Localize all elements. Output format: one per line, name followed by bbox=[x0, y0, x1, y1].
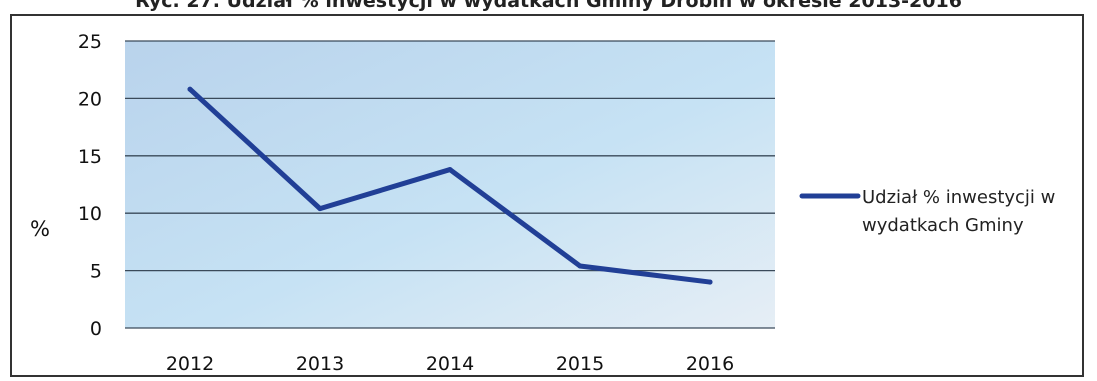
chart-title-text: Ryc. 27. Udział % inwestycji w wydatkach… bbox=[135, 0, 962, 12]
x-tick-label: 2013 bbox=[296, 353, 344, 375]
chart-title: Ryc. 27. Udział % inwestycji w wydatkach… bbox=[0, 0, 1097, 14]
plot-area bbox=[125, 41, 775, 328]
legend-label: wydatkach Gminy bbox=[862, 215, 1024, 236]
data-point bbox=[577, 263, 583, 269]
x-tick-labels: 2012 2013 2014 2015 2016 bbox=[166, 353, 734, 375]
legend-label: Udział % inwestycji w bbox=[862, 187, 1055, 208]
x-tick-label: 2014 bbox=[426, 353, 474, 375]
x-tick-label: 2015 bbox=[556, 353, 604, 375]
x-tick-label: 2016 bbox=[686, 353, 734, 375]
y-tick-label: 0 bbox=[90, 318, 102, 340]
data-point bbox=[187, 86, 193, 92]
y-tick-label: 20 bbox=[78, 88, 102, 110]
x-tick-label: 2012 bbox=[166, 353, 214, 375]
y-tick-label: 10 bbox=[78, 203, 102, 225]
legend: Udział % inwestycji w wydatkach Gminy bbox=[799, 187, 1055, 236]
data-point bbox=[447, 167, 453, 173]
y-tick-labels: 0 5 10 15 20 25 bbox=[78, 31, 102, 340]
data-point bbox=[317, 206, 323, 212]
data-point bbox=[707, 279, 713, 285]
series-group bbox=[187, 86, 713, 285]
grid-lines bbox=[125, 40, 775, 329]
y-tick-label: 15 bbox=[78, 146, 102, 168]
y-axis-label: % bbox=[30, 217, 50, 241]
y-tick-label: 25 bbox=[78, 31, 102, 53]
y-tick-label: 5 bbox=[90, 261, 102, 283]
